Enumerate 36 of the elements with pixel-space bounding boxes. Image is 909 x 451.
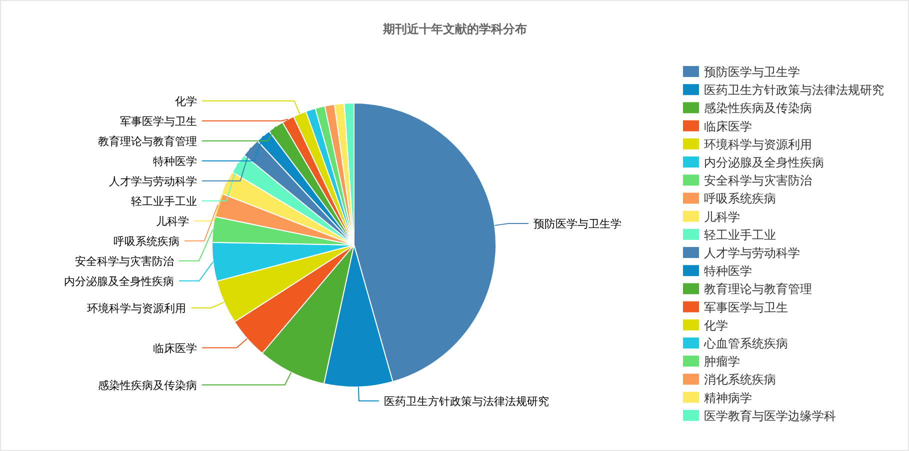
slice-label: 环境科学与资源利用 [87,302,186,315]
slice-label: 安全科学与灾害防治 [74,254,174,268]
legend-label: 医学教育与医学边缘学科 [704,408,836,423]
slice-label: 预防医学与卫生学 [534,218,622,231]
slice-label: 儿科学 [156,214,189,228]
slice-label: 特种医学 [153,154,197,168]
legend-label: 儿科学 [704,210,740,224]
slice-label: 医药卫生方针政策与法律法规研究 [384,394,549,408]
legend-label: 呼吸系统疾病 [704,192,776,206]
legend-label: 临床医学 [704,119,752,134]
legend-label: 轻工业手工业 [704,228,776,242]
legend-label: 预防医学与卫生学 [704,65,800,79]
slice-label: 感染性疾病及传染病 [98,378,197,392]
legend-label: 心血管系统疾病 [703,336,788,350]
slice-label: 呼吸系统疾病 [113,234,180,248]
chart-title: 期刊近十年文献的学科分布 [382,22,527,36]
legend-label: 安全科学与灾害防治 [704,174,812,188]
slice-label: 人才学与劳动科学 [109,174,197,188]
slice-label: 军事医学与卫生 [120,114,197,128]
legend-label: 消化系统疾病 [704,372,776,387]
legend-label: 化学 [704,318,728,332]
slice-label: 教育理论与教育管理 [98,134,197,148]
legend-label: 军事医学与卫生 [704,300,788,314]
legend-label: 特种医学 [704,264,752,278]
slice-label: 临床医学 [153,342,197,355]
legend-label: 人才学与劳动科学 [704,246,800,260]
legend-label: 内分泌腺及全身性疾病 [704,156,824,170]
slice-label: 轻工业手工业 [131,194,197,208]
legend-label: 教育理论与教育管理 [704,282,812,296]
slice-label: 内分泌腺及全身性疾病 [64,274,174,288]
legend-label: 环境科学与资源利用 [704,137,812,152]
slice-label: 化学 [175,94,197,108]
legend-label: 感染性疾病及传染病 [704,101,812,116]
legend-label: 肿瘤学 [704,354,740,369]
legend-label: 精神病学 [704,390,752,405]
legend-label: 医药卫生方针政策与法律法规研究 [704,83,884,98]
